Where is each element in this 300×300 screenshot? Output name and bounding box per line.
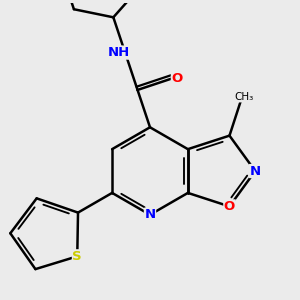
Text: S: S — [72, 250, 82, 263]
Text: NH: NH — [108, 46, 130, 59]
Text: O: O — [224, 200, 235, 213]
Text: N: N — [144, 208, 156, 221]
Text: CH₃: CH₃ — [235, 92, 254, 102]
Text: N: N — [250, 164, 261, 178]
Text: O: O — [171, 72, 183, 85]
